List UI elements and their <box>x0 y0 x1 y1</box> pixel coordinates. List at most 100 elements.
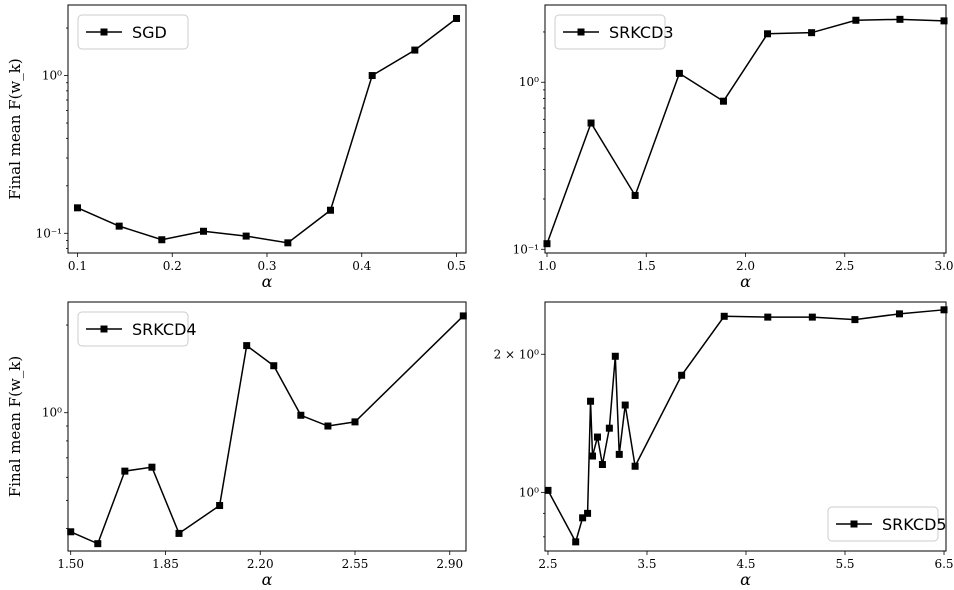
x-tick-label: 2.55 <box>342 557 369 571</box>
data-point <box>94 540 102 548</box>
data-point <box>148 463 156 471</box>
data-point <box>121 467 129 475</box>
data-point <box>200 227 208 235</box>
axes-frame <box>67 301 467 552</box>
legend-label: SGD <box>132 23 167 42</box>
data-point <box>719 97 727 105</box>
y-axis-label: Final mean F(w_k) <box>6 58 24 199</box>
data-point <box>243 342 251 350</box>
x-tick-label: 6.5 <box>934 557 953 571</box>
data-point <box>73 204 81 212</box>
data-point <box>895 310 903 318</box>
data-point <box>175 529 183 537</box>
data-point <box>589 452 597 460</box>
subplot-4: 2.5 3.5 4.5 5.5 6.5 10⁰ 2 × 10⁰ α SRKCD5 <box>494 301 954 589</box>
data-point <box>544 486 552 494</box>
subplot-3: 1.50 1.85 2.20 2.55 2.90 10⁰ α Final mean F(w_k… <box>6 301 467 589</box>
y-axis-label: Final mean F(w_k) <box>6 356 24 497</box>
legend: SRKCD5 <box>827 506 947 542</box>
data-point <box>621 401 629 409</box>
x-tick-label: 2.90 <box>436 557 463 571</box>
legend: SRKCD3 <box>554 14 674 50</box>
legend-label: SRKCD3 <box>609 23 674 42</box>
data-point <box>584 509 592 517</box>
data-point <box>411 46 419 54</box>
data-point <box>579 514 587 522</box>
data-point <box>587 397 595 405</box>
data-point <box>67 528 75 536</box>
data-point <box>324 422 332 430</box>
legend-box <box>77 14 189 50</box>
data-point <box>631 462 639 470</box>
y-tick-label: 10⁰ <box>42 69 62 83</box>
data-point <box>587 119 595 127</box>
x-tick-label: 2.0 <box>736 259 755 273</box>
series-line-SRKCD4 <box>70 315 464 545</box>
x-tick-label: 0.1 <box>68 259 87 273</box>
axes-frame <box>544 301 947 552</box>
legend-box <box>554 14 666 50</box>
x-axis-label: α <box>740 570 751 589</box>
x-tick-label: 5.5 <box>835 557 854 571</box>
series-line-SRKCD5 <box>547 309 945 544</box>
data-point <box>678 371 686 379</box>
legend: SGD <box>77 14 189 50</box>
x-tick-label: 0.5 <box>447 259 466 273</box>
x-tick-label: 1.5 <box>637 259 656 273</box>
data-point <box>764 313 772 321</box>
x-axis-label: α <box>262 272 273 291</box>
data-point <box>615 450 623 458</box>
data-point <box>631 191 639 199</box>
legend-box <box>77 311 189 347</box>
data-point <box>764 30 772 38</box>
data-point <box>808 29 816 37</box>
data-point <box>270 362 278 370</box>
x-tick-label: 3.5 <box>637 557 656 571</box>
data-point <box>284 239 292 247</box>
data-point <box>940 306 948 314</box>
legend-marker <box>100 325 108 333</box>
data-point <box>605 424 613 432</box>
data-point <box>459 312 467 320</box>
subplot-2: 1.0 1.5 2.0 2.5 3.0 10⁻¹ 10⁰ α SRKCD3 <box>513 4 954 291</box>
subplot-1: 0.1 0.2 0.3 0.4 0.5 10⁻¹ 10⁰ α Final mean F(w_k)… <box>6 4 467 291</box>
data-point <box>572 538 580 546</box>
y-tick-label: 10⁻¹ <box>513 242 539 256</box>
legend-label: SRKCD5 <box>882 515 947 534</box>
series-line-SRKCD3 <box>546 18 945 244</box>
data-point <box>351 418 359 426</box>
data-point <box>242 232 250 240</box>
y-tick-label: 10⁻¹ <box>36 226 62 240</box>
data-point <box>598 461 606 469</box>
x-tick-label: 0.3 <box>257 259 276 273</box>
x-axis-label: α <box>262 570 273 589</box>
data-point <box>216 502 224 510</box>
legend-marker <box>100 28 108 36</box>
y-tick-label: 10⁰ <box>42 406 62 420</box>
y-tick-label: 10⁰ <box>519 485 539 499</box>
data-point <box>851 316 859 324</box>
x-tick-label: 4.5 <box>736 557 755 571</box>
legend-marker <box>577 28 585 36</box>
x-tick-label: 2.20 <box>247 557 274 571</box>
data-point <box>852 16 860 24</box>
data-point <box>593 433 601 441</box>
x-tick-label: 3.0 <box>934 259 953 273</box>
data-point <box>115 222 123 230</box>
data-point <box>808 313 816 321</box>
y-tick-label: 10⁰ <box>519 75 539 89</box>
x-tick-label: 0.4 <box>352 259 371 273</box>
legend-box <box>827 506 939 542</box>
data-point <box>543 240 551 248</box>
data-point <box>158 236 166 244</box>
x-tick-label: 2.5 <box>835 259 854 273</box>
x-tick-label: 1.50 <box>57 557 84 571</box>
x-tick-label: 0.2 <box>163 259 182 273</box>
data-point <box>720 312 728 320</box>
data-point <box>326 206 334 214</box>
x-tick-label: 2.5 <box>538 557 557 571</box>
x-tick-label: 1.0 <box>537 259 556 273</box>
data-point <box>297 411 305 419</box>
data-point <box>453 14 461 22</box>
